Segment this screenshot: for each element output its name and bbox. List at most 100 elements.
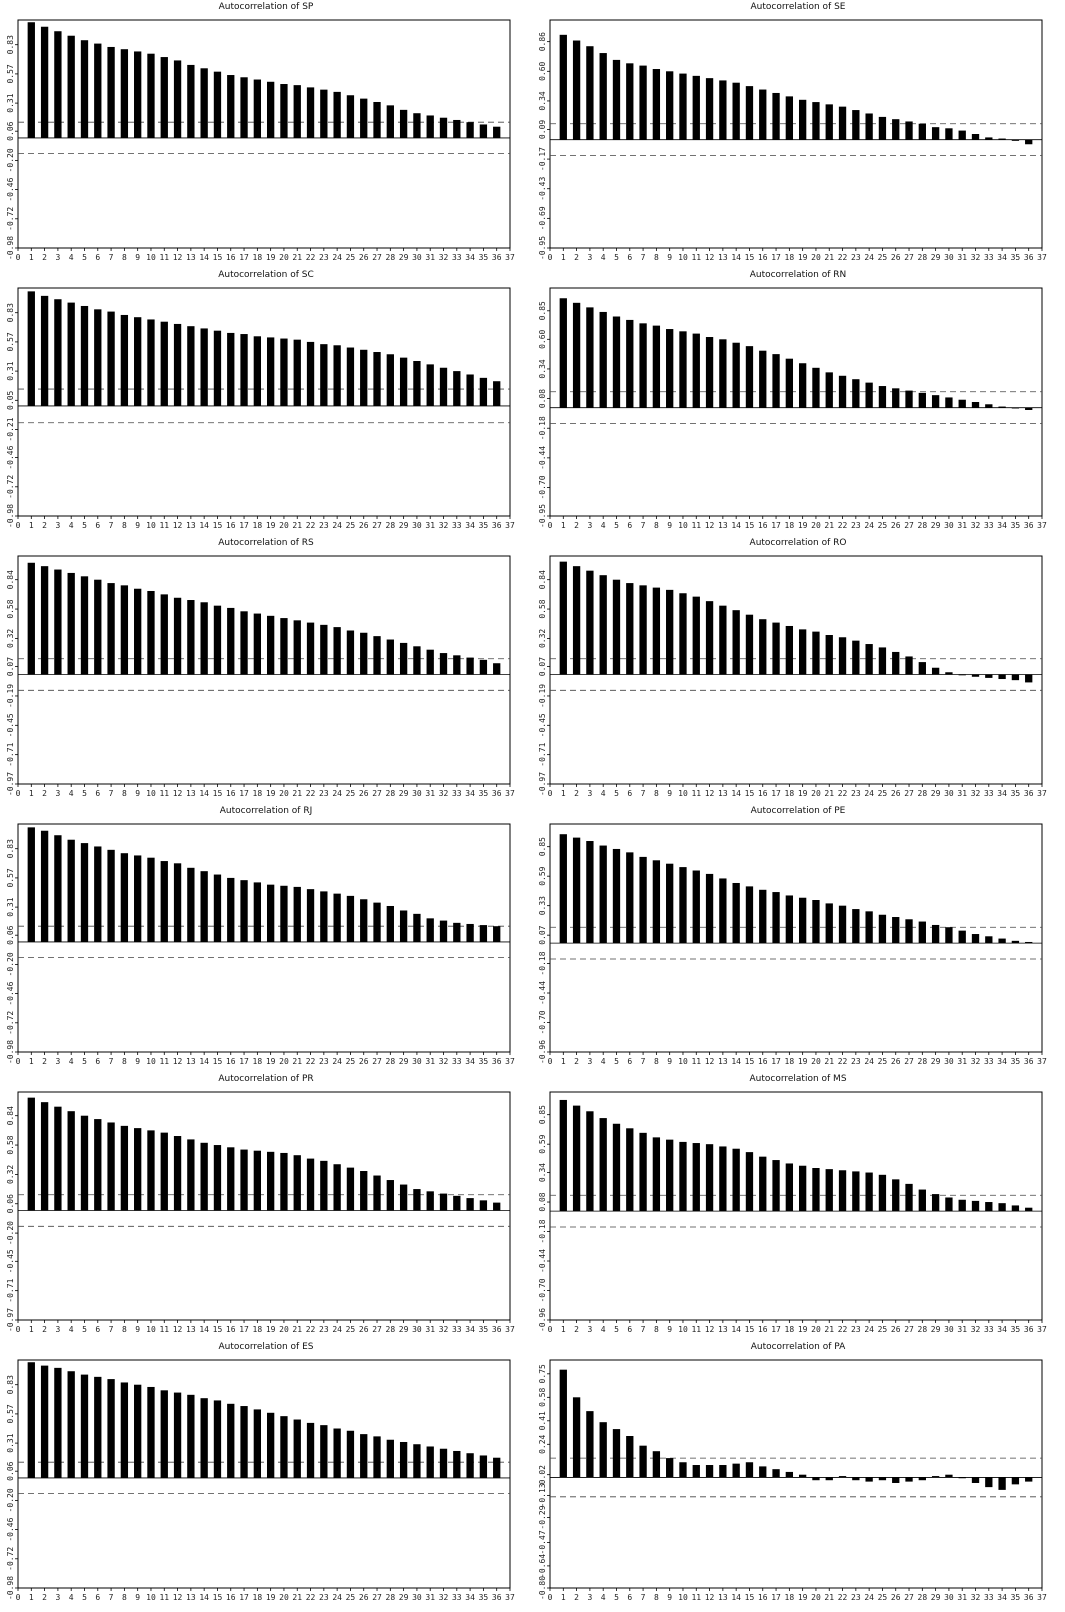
acf-bar [134,588,142,675]
x-tick-label: 17 [771,789,781,798]
x-tick-label: 28 [918,789,928,798]
y-tick-label: 0.57 [6,1404,15,1423]
y-tick-label: -0.71 [538,742,547,766]
x-tick-label: 30 [412,521,422,530]
x-tick-label: 6 [627,1593,632,1602]
acf-bar [134,317,142,406]
y-tick-label: -0.95 [538,236,547,260]
x-tick-label: 33 [452,1593,462,1602]
acf-bar [1025,674,1033,683]
acf-bar [453,922,461,942]
x-tick-label: 3 [55,789,60,798]
acf-bar [306,1158,315,1211]
acf-bar [200,871,208,942]
acf-bar [905,1477,913,1482]
acf-bar [426,1191,434,1211]
x-tick-label: 13 [186,1593,196,1602]
x-tick-label: 26 [891,1325,901,1334]
acf-bar [985,137,993,140]
x-tick-label: 0 [548,1057,553,1066]
y-tick-label: 0.32 [6,629,15,648]
x-tick-label: 14 [731,253,741,262]
x-tick-label: 19 [798,521,808,530]
acf-bar [120,1125,129,1211]
x-tick-label: 10 [678,789,688,798]
x-tick-label: 1 [561,1057,566,1066]
x-tick-label: 16 [758,1325,768,1334]
acf-bar [227,607,235,675]
x-tick-label: 4 [69,789,74,798]
acf-bar [865,113,873,140]
acf-bar [785,1163,794,1212]
x-tick-label: 16 [226,253,236,262]
x-tick-label: 8 [122,1057,127,1066]
x-tick-label: 13 [718,1057,728,1066]
acf-bar [971,934,980,944]
acf-bar [586,1111,594,1212]
x-tick-label: 10 [146,521,156,530]
x-tick-label: 33 [984,521,994,530]
acf-chart: 0 1 2 3 4 5 6 7 8 9 10 11 12 13 14 15 16 17 18 19 20 21 22 23 24… [6,19,515,262]
acf-bar [785,358,794,408]
acf-bar [227,1403,235,1478]
y-tick-label: 0.85 [538,837,547,856]
acf-chart: 0 1 2 3 4 5 6 7 8 9 10 11 12 13 14 15 16 17 18 19 20 21 22 23 24… [6,555,515,798]
acf-bar [798,1474,807,1478]
x-tick-label: 33 [984,253,994,262]
x-tick-label: 11 [691,253,701,262]
y-tick-label: -0.69 [538,206,547,230]
acf-bar [985,404,993,408]
acf-bar [878,116,887,140]
acf-chart: 0 1 2 3 4 5 6 7 8 9 10 11 12 13 14 15 16 17 18 19 20 21 22 23 24… [538,287,1047,530]
y-tick-label: 0.83 [6,303,15,322]
acf-bar [360,98,368,138]
acf-bar [705,337,714,408]
acf-bar [852,1171,860,1212]
x-tick-label: 14 [731,1325,741,1334]
acf-bar [666,1458,674,1478]
x-tick-label: 12 [173,1593,183,1602]
acf-bar [732,610,740,675]
x-tick-label: 4 [601,1057,606,1066]
x-tick-label: 15 [213,1593,223,1602]
acf-bar [80,576,89,675]
acf-bar [572,837,581,944]
x-tick-label: 31 [957,521,967,530]
x-tick-label: 28 [386,789,396,798]
acf-bar [666,863,674,944]
x-tick-label: 29 [399,521,409,530]
x-tick-label: 9 [667,1593,672,1602]
acf-bar [40,830,49,942]
x-tick-label: 34 [465,521,475,530]
acf-bar [439,1448,448,1478]
acf-bar [253,613,262,675]
acf-bar [54,1106,62,1211]
acf-bar [679,73,687,140]
y-tick-label: 0.85 [538,1105,547,1124]
acf-bar [931,667,940,675]
x-tick-label: 7 [109,1325,114,1334]
x-tick-label: 27 [904,253,914,262]
x-tick-label: 37 [1037,1325,1047,1334]
acf-panel: Autocorrelation of PR 0 1 2 3 4 5 6 7 8 9 10 11 12 13 1… [0,1072,532,1340]
acf-bar [692,1465,700,1478]
x-tick-label: 17 [771,1057,781,1066]
chart-title: Autocorrelation of MS [749,1074,847,1084]
x-tick-label: 30 [944,521,954,530]
acf-bar [266,1412,275,1478]
acf-bar [931,1194,940,1212]
acf-bar [253,1150,262,1211]
x-tick-label: 28 [918,1057,928,1066]
y-tick-label: -0.20 [6,148,15,172]
y-tick-label: 0.57 [6,332,15,351]
acf-bar [399,357,408,406]
y-tick-label: -0.70 [538,1278,547,1302]
acf-bar [798,629,807,675]
x-tick-label: 15 [213,1325,223,1334]
acf-bar [945,1474,953,1478]
x-tick-label: 23 [851,521,861,530]
y-tick-label: -0.96 [538,1308,547,1332]
y-tick-label: -0.46 [6,177,15,201]
x-tick-label: 28 [918,253,928,262]
acf-bar [931,127,940,140]
